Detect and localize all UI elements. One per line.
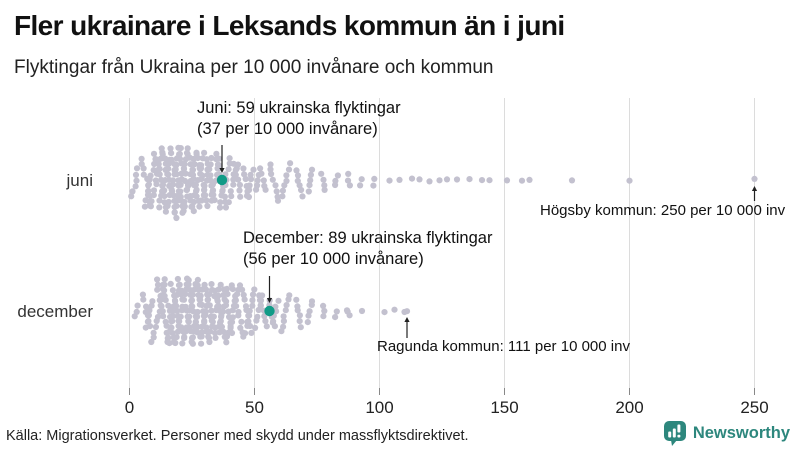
june-highlight-annotation: Juni: 59 ukrainska flyktingar (37 per 10… bbox=[197, 98, 401, 140]
source-note: Källa: Migrationsverket. Personer med sk… bbox=[6, 428, 469, 444]
december-annotation-line2: (56 per 10 000 invånare) bbox=[243, 250, 424, 268]
june-annotation-line2: (37 per 10 000 invånare) bbox=[197, 120, 378, 138]
highlight-dot-december bbox=[264, 305, 275, 317]
x-tick-label: 250 bbox=[740, 398, 768, 417]
december-highlight-annotation: December: 89 ukrainska flyktingar (56 pe… bbox=[243, 228, 492, 270]
x-tick-label: 0 bbox=[125, 398, 134, 417]
hogsby-outlier-annotation: Högsby kommun: 250 per 10 000 inv bbox=[540, 202, 786, 219]
june-annotation-line1: Juni: 59 ukrainska flyktingar bbox=[197, 99, 401, 117]
x-tick-label: 100 bbox=[365, 398, 393, 417]
chart-title: Fler ukrainare i Leksands kommun än i ju… bbox=[14, 10, 565, 41]
newsworthy-icon bbox=[663, 420, 687, 447]
x-tick-label: 150 bbox=[490, 398, 518, 417]
ragunda-outlier-annotation: Ragunda kommun: 111 per 10 000 inv bbox=[377, 338, 630, 355]
row-label-juni: juni bbox=[66, 171, 93, 190]
x-tick-label: 200 bbox=[615, 398, 643, 417]
chart-subtitle: Flyktingar från Ukraina per 10 000 invån… bbox=[14, 57, 494, 78]
december-annotation-line1: December: 89 ukrainska flyktingar bbox=[243, 229, 493, 247]
x-tick-label: 50 bbox=[245, 398, 264, 417]
newsworthy-wordmark: Newsworthy bbox=[692, 424, 790, 442]
chart-canvas: 0 50 100 150 200 250 juni december bbox=[17, 98, 769, 417]
highlight-dot-juni bbox=[216, 174, 228, 186]
beeswarm-chart: 0 50 100 150 200 250 juni december bbox=[0, 88, 800, 418]
newsworthy-logo-link[interactable]: Newsworthy bbox=[663, 420, 790, 447]
row-label-december: december bbox=[17, 302, 93, 321]
